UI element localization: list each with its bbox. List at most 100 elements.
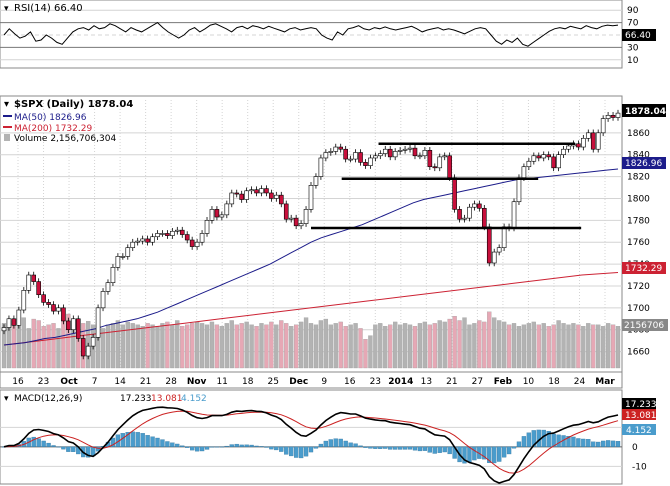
candle [239, 193, 244, 200]
ma50-legend: MA(50) 1826.96 [14, 113, 87, 123]
rsi-label: RSI(14) 66.40 [14, 3, 83, 14]
volume-bar [363, 339, 368, 369]
volume-tag [622, 319, 668, 331]
macd-histogram-bar [600, 440, 606, 447]
candle [56, 307, 61, 312]
volume-bar [378, 323, 383, 369]
hist-tag [622, 424, 656, 435]
volume-bar [581, 326, 586, 369]
candle [501, 226, 507, 248]
macd-histogram-bar [467, 446, 472, 463]
volume-bar [11, 324, 17, 369]
hist-tag-label: 4.152 [626, 426, 652, 436]
x-tick-label: 18 [548, 377, 560, 387]
volume-bar [264, 324, 269, 369]
candle [427, 150, 433, 168]
macd-histogram-bar [170, 442, 175, 447]
macd-histogram-bar [442, 446, 447, 453]
macd-histogram-bar [234, 443, 239, 447]
macd-histogram-bar [363, 446, 368, 448]
macd-histogram-bar [432, 446, 437, 454]
macd-histogram-bar [56, 446, 61, 448]
volume-bar [373, 324, 378, 369]
macd-histogram-bar [249, 444, 254, 447]
macd-histogram-bar [140, 433, 145, 447]
macd-histogram-bar [586, 439, 591, 447]
candle [417, 155, 423, 158]
macd-histogram-bar [66, 446, 71, 452]
candle [110, 267, 116, 283]
candle [462, 217, 467, 220]
volume-bar [541, 323, 546, 369]
volume-bar [506, 324, 512, 369]
candle [209, 209, 215, 221]
volume-bar [155, 326, 160, 369]
macd-histogram-bar [185, 446, 190, 448]
candle [80, 338, 86, 357]
volume-bar [551, 324, 556, 369]
macd-histogram-bar [150, 436, 155, 447]
hist-legend-value: 4.152 [181, 394, 207, 404]
macd-histogram-bar [581, 438, 586, 447]
volume-bar [16, 326, 22, 369]
candle [31, 274, 37, 282]
candle [303, 209, 309, 224]
ma200-line [3, 272, 619, 346]
volume-bar [289, 326, 294, 369]
volume-bar [61, 317, 66, 369]
volume-bar [308, 323, 314, 369]
volume-bar [110, 323, 116, 369]
volume-bar [566, 324, 571, 369]
volume-bar [199, 323, 205, 369]
volume-bar [224, 323, 229, 369]
volume-bar [323, 318, 329, 369]
candle [26, 274, 32, 291]
signal-tag [622, 409, 656, 420]
candle [387, 148, 393, 158]
candle [140, 238, 145, 242]
candle [194, 241, 200, 247]
macd-histogram-bar [437, 446, 442, 453]
macd-histogram-bar [219, 446, 225, 448]
macd-histogram-bar [576, 438, 581, 447]
x-tick-label: 21 [446, 377, 457, 387]
candle [590, 132, 596, 150]
macd-icon: ▾ [4, 394, 9, 404]
volume-bar [274, 324, 279, 369]
volume-bar [427, 324, 432, 369]
x-tick-label: 2014 [388, 377, 413, 387]
macd-histogram-bar [447, 446, 452, 455]
candle [442, 155, 447, 158]
volume-bar [482, 321, 487, 369]
volume-bar [56, 328, 61, 369]
volume-bar [313, 324, 319, 369]
candle [526, 160, 532, 168]
candle [61, 307, 66, 322]
volume-bar [526, 323, 532, 369]
candle [422, 150, 428, 157]
macd-histogram-bar [175, 443, 180, 447]
volume-bar [358, 328, 363, 369]
volume-bar [605, 323, 611, 369]
candle [472, 203, 477, 208]
candle [600, 118, 606, 134]
candle [432, 166, 438, 169]
volume-bar [353, 323, 358, 369]
x-tick-label: 13 [421, 377, 432, 387]
volume-bar [36, 320, 41, 369]
candle [46, 302, 51, 305]
price-tick-label: 1760 [627, 238, 650, 248]
volume-bar [303, 317, 309, 369]
macd-histogram-bar [323, 440, 329, 447]
price-tick-label: 1820 [627, 173, 650, 183]
volume-bar [457, 320, 462, 369]
candle [298, 223, 304, 227]
rsi-line [3, 21, 619, 47]
volume-bar [125, 321, 130, 369]
macd-histogram-bar [274, 446, 279, 451]
macd-histogram-bar [293, 446, 299, 458]
volume-bar [259, 323, 264, 369]
volume-value-label: 2156706 [624, 321, 664, 331]
macd-histogram-bar [531, 430, 536, 447]
x-tick-label: 24 [574, 377, 586, 387]
